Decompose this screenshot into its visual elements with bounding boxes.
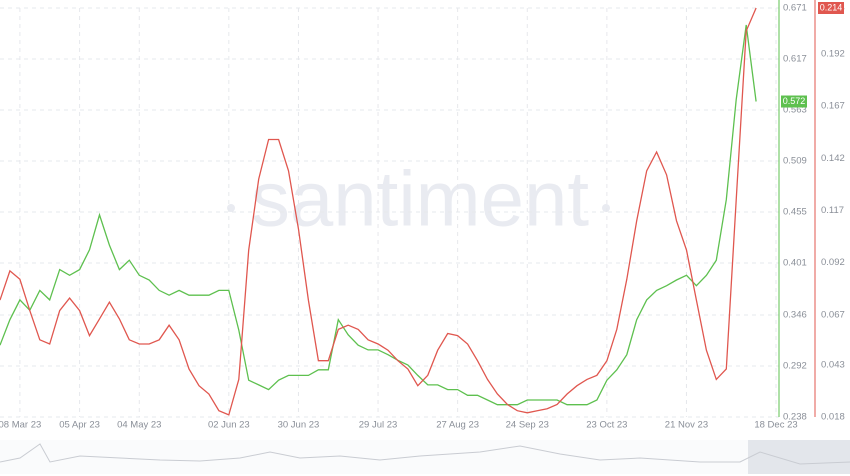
y-tick-label: 0.509 xyxy=(783,156,807,167)
y2-tick-label: 0.117 xyxy=(821,205,844,216)
y-tick-label: 0.455 xyxy=(783,207,807,218)
y2-tick-label: 0.018 xyxy=(821,412,845,423)
y2-tick-label: 0.167 xyxy=(821,101,845,112)
x-tick-label: 30 Jun 23 xyxy=(278,420,320,431)
value-label: 0.572 xyxy=(783,96,806,106)
navigator-window xyxy=(748,440,850,474)
y-tick-label: 0.346 xyxy=(783,310,807,321)
y2-tick-label: 0.092 xyxy=(821,257,845,268)
x-tick-label: 08 Mar 23 xyxy=(0,420,41,431)
x-tick-label: 24 Sep 23 xyxy=(506,420,549,431)
x-tick-label: 23 Oct 23 xyxy=(586,420,627,431)
watermark-dot xyxy=(227,204,235,212)
y-tick-label: 0.292 xyxy=(783,361,807,372)
x-tick-label: 21 Nov 23 xyxy=(665,420,708,431)
y-tick-label: 0.238 xyxy=(783,412,807,423)
x-tick-label: 27 Aug 23 xyxy=(436,420,479,431)
x-tick-label: 04 May 23 xyxy=(117,420,161,431)
y-tick-label: 0.563 xyxy=(783,105,807,116)
navigator-bg xyxy=(0,440,850,474)
y-tick-label: 0.617 xyxy=(783,54,807,65)
x-tick-label: 29 Jul 23 xyxy=(359,420,398,431)
x-tick-label: 18 Dec 23 xyxy=(754,420,797,431)
navigator xyxy=(0,440,850,474)
x-tick-label: 05 Apr 23 xyxy=(59,420,100,431)
value-label: 0.214 xyxy=(820,2,843,12)
y-tick-label: 0.671 xyxy=(783,3,807,14)
y-tick-label: 0.401 xyxy=(783,258,807,269)
navigator-line xyxy=(0,443,850,465)
series-line xyxy=(0,24,757,406)
series-line xyxy=(0,7,757,416)
x-tick-label: 02 Jun 23 xyxy=(208,420,250,431)
y2-tick-label: 0.142 xyxy=(821,153,845,164)
watermark: santiment xyxy=(251,155,589,243)
y2-tick-label: 0.067 xyxy=(821,309,845,320)
y2-tick-label: 0.043 xyxy=(821,359,845,370)
y2-tick-label: 0.192 xyxy=(821,48,845,59)
watermark-dot xyxy=(602,204,610,212)
value-badge xyxy=(781,95,807,108)
value-badge xyxy=(818,2,844,14)
